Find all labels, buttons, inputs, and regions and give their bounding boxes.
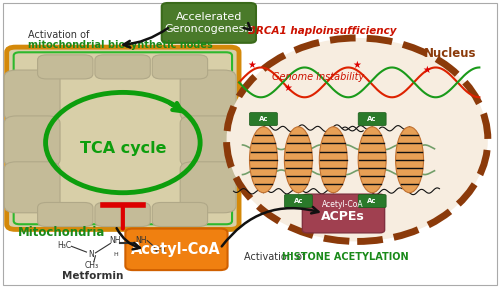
FancyBboxPatch shape <box>180 70 236 121</box>
FancyBboxPatch shape <box>95 202 150 227</box>
Text: N: N <box>88 250 94 259</box>
FancyBboxPatch shape <box>4 116 60 167</box>
Text: Ac: Ac <box>368 198 377 204</box>
Ellipse shape <box>320 127 347 193</box>
FancyBboxPatch shape <box>6 47 239 230</box>
Text: TCA cycle: TCA cycle <box>80 141 166 156</box>
Text: NH: NH <box>110 236 121 245</box>
Text: Genome instability: Genome instability <box>272 72 364 82</box>
Text: Acetyl-CoA: Acetyl-CoA <box>322 200 364 209</box>
Text: Ac: Ac <box>368 116 377 122</box>
FancyBboxPatch shape <box>152 202 208 227</box>
Text: Accelerated: Accelerated <box>176 12 242 22</box>
Text: BRCA1 haploinsufficiency: BRCA1 haploinsufficiency <box>248 26 396 36</box>
Text: Activation of: Activation of <box>28 30 90 40</box>
Text: ★: ★ <box>353 60 362 70</box>
Ellipse shape <box>396 127 423 193</box>
Text: Ac: Ac <box>294 198 303 204</box>
Text: Geroncogenesis: Geroncogenesis <box>164 24 254 34</box>
FancyBboxPatch shape <box>180 162 236 213</box>
FancyBboxPatch shape <box>4 70 60 121</box>
FancyBboxPatch shape <box>38 55 93 79</box>
Text: H₃C: H₃C <box>57 241 71 250</box>
FancyBboxPatch shape <box>126 229 228 270</box>
FancyBboxPatch shape <box>302 194 384 233</box>
FancyBboxPatch shape <box>38 202 93 227</box>
Text: Activation of: Activation of <box>244 252 308 262</box>
Text: mitochondrial biosynthetic nodes: mitochondrial biosynthetic nodes <box>28 40 213 50</box>
Text: NH: NH <box>136 236 147 245</box>
Text: Ac: Ac <box>258 116 268 122</box>
FancyBboxPatch shape <box>358 194 386 208</box>
FancyBboxPatch shape <box>162 3 256 43</box>
Text: Acetyl-CoA: Acetyl-CoA <box>132 242 221 257</box>
Text: HISTONE ACETYLATION: HISTONE ACETYLATION <box>282 252 409 262</box>
Ellipse shape <box>258 62 457 217</box>
FancyBboxPatch shape <box>358 113 386 126</box>
Text: CH₃: CH₃ <box>84 261 98 270</box>
Ellipse shape <box>226 38 488 241</box>
FancyBboxPatch shape <box>284 194 312 208</box>
FancyBboxPatch shape <box>4 162 60 213</box>
FancyBboxPatch shape <box>95 55 150 79</box>
Text: ★: ★ <box>284 83 292 93</box>
Text: Mitochondria: Mitochondria <box>18 226 106 239</box>
FancyBboxPatch shape <box>152 55 208 79</box>
FancyBboxPatch shape <box>250 113 278 126</box>
Ellipse shape <box>250 127 278 193</box>
Text: ★: ★ <box>247 60 256 70</box>
Text: NH₂: NH₂ <box>152 245 166 254</box>
Ellipse shape <box>358 127 386 193</box>
Text: ★: ★ <box>422 65 432 75</box>
FancyBboxPatch shape <box>180 116 236 167</box>
Ellipse shape <box>284 127 312 193</box>
Text: Metformin: Metformin <box>62 271 124 281</box>
Text: ACPEs: ACPEs <box>322 210 365 223</box>
Text: H: H <box>113 252 118 257</box>
Text: Nucleus: Nucleus <box>424 47 477 60</box>
